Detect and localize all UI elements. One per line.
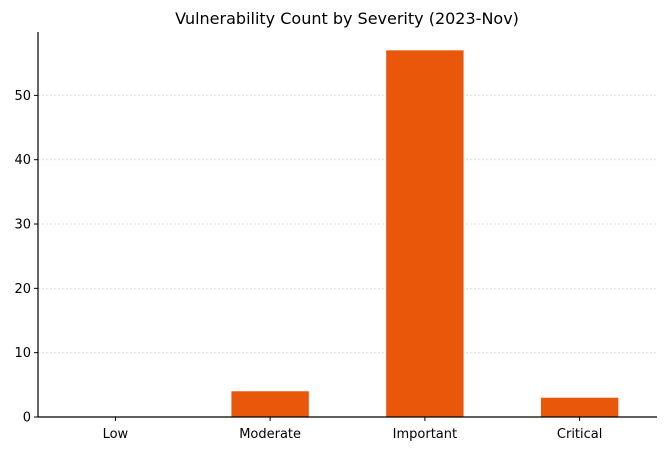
grid-lines (38, 94, 657, 354)
x-tick-label: Low (103, 427, 129, 442)
y-tick-label: 30 (14, 218, 31, 233)
x-tick-label: Critical (557, 427, 602, 442)
bars (231, 50, 619, 417)
y-tick-label: 40 (14, 153, 31, 168)
y-tick-label: 10 (14, 346, 31, 361)
axes (34, 32, 657, 421)
x-tick-label: Important (393, 427, 457, 442)
y-tick-label: 0 (23, 411, 31, 426)
bar-moderate (231, 391, 309, 417)
chart-title: Vulnerability Count by Severity (2023-No… (175, 9, 519, 28)
bar-important (386, 50, 464, 417)
y-tick-label: 20 (14, 282, 31, 297)
tick-labels: 0 10 20 30 40 50 Low Moderate Important Critical (14, 89, 602, 442)
bar-critical (540, 397, 619, 417)
x-tick-label: Moderate (239, 427, 301, 442)
y-tick-label: 50 (14, 89, 31, 104)
